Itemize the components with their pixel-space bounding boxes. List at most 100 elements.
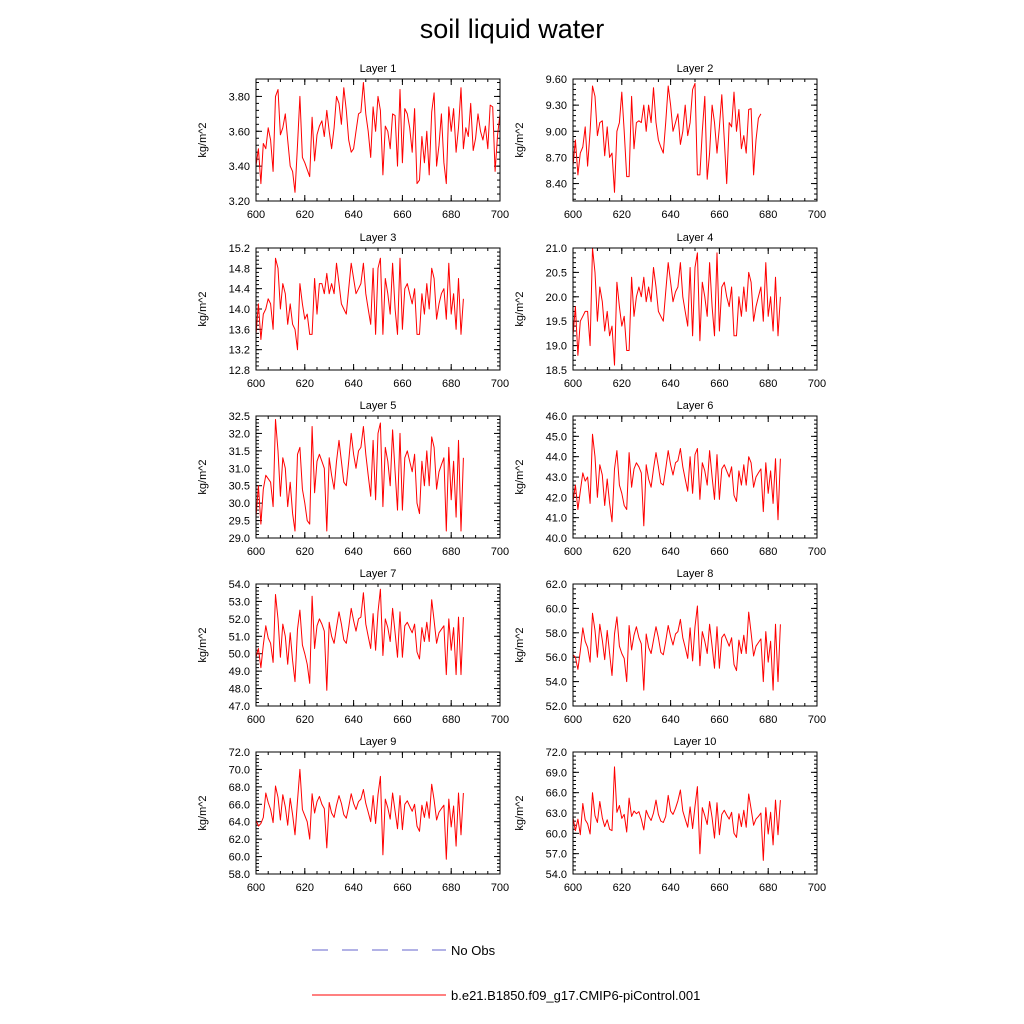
legend-label-no-obs: No Obs — [451, 943, 496, 958]
y-axis-label: kg/m^2 — [197, 122, 209, 157]
y-tick-label: 9.60 — [546, 74, 567, 86]
y-axis-label: kg/m^2 — [514, 459, 526, 494]
x-tick-label: 600 — [247, 714, 265, 726]
y-tick-label: 66.0 — [229, 799, 250, 811]
y-tick-label: 29.0 — [229, 533, 250, 545]
y-tick-label: 60.0 — [546, 828, 567, 840]
panel-layer-4: Layer 4 kg/m^2 600 620 640 660 680 700 18.5 19.0 1… — [514, 232, 826, 390]
x-tick-label: 600 — [564, 714, 582, 726]
y-tick-label: 52.0 — [546, 701, 567, 713]
x-tick-label: 660 — [393, 882, 411, 894]
y-tick-label: 57.0 — [546, 849, 567, 861]
y-tick-label: 18.5 — [546, 365, 567, 377]
y-tick-label: 14.4 — [229, 284, 250, 296]
series-line — [572, 766, 781, 861]
y-tick-label: 66.0 — [546, 788, 567, 800]
y-tick-label: 49.0 — [229, 666, 250, 678]
plot-frame — [255, 583, 501, 707]
x-tick-label: 620 — [296, 209, 314, 221]
plot-frame — [572, 78, 818, 202]
y-tick-label: 3.60 — [229, 126, 250, 138]
x-tick-label: 660 — [710, 546, 728, 558]
x-tick-label: 660 — [393, 714, 411, 726]
y-axis-label: kg/m^2 — [197, 627, 209, 662]
x-tick-label: 620 — [613, 209, 631, 221]
x-tick-label: 640 — [344, 546, 362, 558]
x-tick-label: 700 — [808, 546, 826, 558]
plot-frame — [572, 247, 818, 371]
y-axis-label: kg/m^2 — [514, 291, 526, 326]
legend: No Obs b.e21.B1850.f09_g17.CMIP6-piContr… — [312, 943, 700, 1003]
x-tick-label: 640 — [661, 714, 679, 726]
plot-frame — [255, 415, 501, 539]
y-tick-label: 14.0 — [229, 304, 250, 316]
y-tick-label: 72.0 — [546, 747, 567, 759]
y-tick-label: 58.0 — [546, 628, 567, 640]
panel-layer-1: Layer 1 kg/m^2 600 620 640 660 680 700 3.20 3.40 3… — [197, 63, 509, 221]
x-tick-label: 700 — [808, 209, 826, 221]
y-axis-label: kg/m^2 — [514, 795, 526, 830]
x-tick-label: 640 — [344, 209, 362, 221]
x-tick-label: 640 — [344, 378, 362, 390]
x-tick-label: 640 — [661, 378, 679, 390]
y-tick-label: 44.0 — [546, 452, 567, 464]
x-tick-label: 600 — [247, 546, 265, 558]
y-tick-label: 32.5 — [229, 411, 250, 423]
panel-title: Layer 2 — [677, 63, 714, 75]
y-tick-label: 15.2 — [229, 243, 250, 255]
y-tick-label: 54.0 — [546, 677, 567, 689]
x-tick-label: 680 — [442, 546, 460, 558]
series-line — [255, 588, 464, 691]
y-tick-label: 40.0 — [546, 533, 567, 545]
y-tick-label: 62.0 — [546, 579, 567, 591]
series-line — [572, 82, 762, 193]
panel-title: Layer 8 — [677, 568, 714, 580]
x-tick-label: 680 — [759, 209, 777, 221]
y-tick-label: 46.0 — [546, 411, 567, 423]
y-axis-label: kg/m^2 — [197, 459, 209, 494]
y-tick-label: 60.0 — [229, 852, 250, 864]
y-axis-label: kg/m^2 — [514, 627, 526, 662]
x-tick-label: 620 — [613, 546, 631, 558]
x-tick-label: 600 — [247, 378, 265, 390]
panel-title: Layer 5 — [360, 400, 397, 412]
series-line — [255, 419, 464, 532]
series-line — [255, 768, 464, 860]
y-tick-label: 3.20 — [229, 196, 250, 208]
y-tick-label: 41.0 — [546, 513, 567, 525]
panel-layer-9: Layer 9 kg/m^2 600 620 640 660 680 700 58.0 60.0 6… — [197, 736, 509, 894]
x-tick-label: 680 — [442, 209, 460, 221]
y-tick-label: 8.40 — [546, 179, 567, 191]
x-tick-label: 620 — [296, 882, 314, 894]
y-tick-label: 13.2 — [229, 345, 250, 357]
x-tick-label: 620 — [296, 378, 314, 390]
plot-frame — [255, 78, 501, 202]
x-tick-label: 660 — [393, 378, 411, 390]
panel-layer-6: Layer 6 kg/m^2 600 620 640 660 680 700 40.0 41.0 4… — [514, 400, 826, 558]
x-tick-label: 680 — [759, 882, 777, 894]
panel-layer-7: Layer 7 kg/m^2 600 620 640 660 680 700 47.0 48.0 4… — [197, 568, 509, 726]
y-tick-label: 68.0 — [229, 782, 250, 794]
series-line — [572, 605, 781, 691]
x-tick-label: 640 — [661, 546, 679, 558]
y-tick-label: 9.30 — [546, 100, 567, 112]
x-tick-label: 620 — [613, 714, 631, 726]
y-tick-label: 43.0 — [546, 472, 567, 484]
y-tick-label: 20.5 — [546, 267, 567, 279]
x-tick-label: 700 — [808, 378, 826, 390]
y-tick-label: 21.0 — [546, 243, 567, 255]
y-tick-label: 29.5 — [229, 516, 250, 528]
y-tick-label: 63.0 — [546, 808, 567, 820]
y-tick-label: 56.0 — [546, 652, 567, 664]
panel-title: Layer 4 — [677, 232, 714, 244]
x-tick-label: 620 — [296, 714, 314, 726]
panels-container: Layer 1 kg/m^2 600 620 640 660 680 700 3.20 3.40 3… — [197, 63, 826, 894]
x-tick-label: 700 — [808, 882, 826, 894]
y-tick-label: 45.0 — [546, 431, 567, 443]
panel-layer-3: Layer 3 kg/m^2 600 620 640 660 680 700 12.8 13.2 1… — [197, 232, 509, 390]
x-tick-label: 660 — [710, 378, 728, 390]
y-tick-label: 32.0 — [229, 428, 250, 440]
y-tick-label: 58.0 — [229, 869, 250, 881]
x-tick-label: 620 — [296, 546, 314, 558]
